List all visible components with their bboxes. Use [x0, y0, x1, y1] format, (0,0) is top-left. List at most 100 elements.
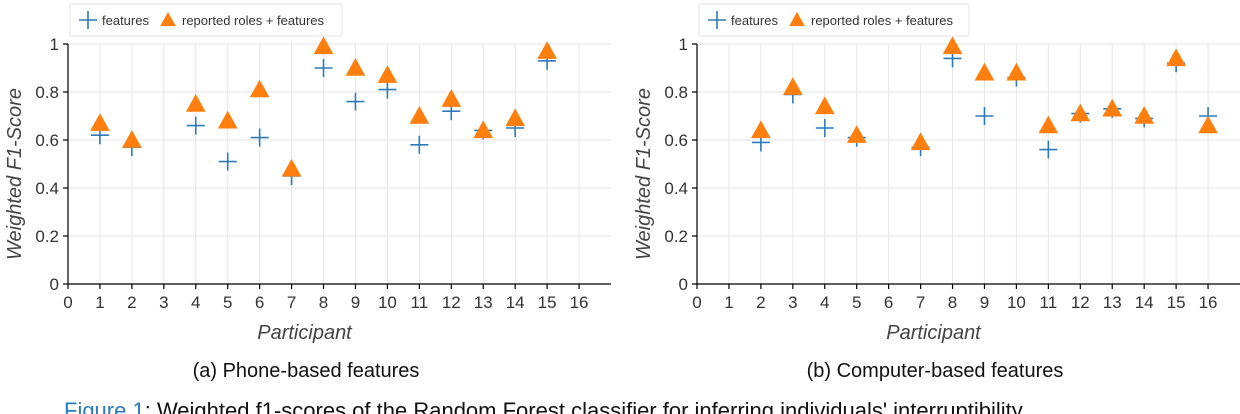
x-tick-label: 8: [319, 293, 328, 312]
legend: features reported roles + features: [698, 3, 970, 37]
reported-roles-point: [313, 36, 334, 55]
features-point: [975, 107, 994, 125]
y-axis-title: Weighted F1-Score: [633, 88, 655, 260]
legend-label: features: [102, 13, 149, 28]
y-tick-label: 0.2: [664, 227, 688, 246]
x-tick-label: 12: [442, 293, 461, 312]
reported-roles-point: [505, 108, 526, 127]
x-tick-label: 13: [1103, 293, 1122, 312]
x-tick-label: 15: [538, 293, 557, 312]
x-tick-label: 8: [948, 293, 957, 312]
reported-roles-point: [942, 36, 963, 55]
figure-caption-label: Figure 1: [64, 398, 145, 414]
reported-roles-point: [281, 158, 302, 177]
x-tick-label: 15: [1167, 293, 1186, 312]
x-tick-label: 6: [884, 293, 893, 312]
reported-roles-point: [90, 113, 110, 131]
reported-roles-point: [1134, 105, 1155, 124]
x-tick-label: 14: [1135, 293, 1154, 312]
legend-plus-icon: [79, 11, 97, 29]
features-point: [1039, 140, 1058, 159]
legend-box: [698, 3, 970, 37]
legend-box: [69, 3, 343, 37]
legend-label: reported roles + features: [182, 13, 324, 28]
features-point: [378, 80, 397, 99]
legend-label: reported roles + features: [811, 13, 953, 28]
features-point: [186, 116, 205, 135]
reported-roles-point: [409, 105, 430, 124]
y-tick-label: 0: [50, 275, 59, 294]
x-tick-label: 13: [474, 293, 493, 312]
x-tick-label: 4: [820, 293, 829, 312]
reported-roles-point: [751, 120, 771, 139]
features-point: [250, 128, 269, 147]
reported-roles-point: [782, 77, 803, 95]
x-tick-label: 16: [1199, 293, 1218, 312]
y-axis-title: Weighted F1-Score: [4, 88, 26, 260]
reported-roles-point: [1198, 115, 1218, 134]
y-tick-label: 0.2: [35, 227, 59, 246]
y-tick-label: 0.6: [35, 131, 59, 150]
x-tick-label: 1: [95, 293, 104, 312]
features-point: [410, 135, 429, 154]
reported-roles-point: [1070, 103, 1091, 122]
reported-roles-point: [814, 96, 835, 115]
x-axis-title: Participant: [886, 322, 982, 344]
x-tick-label: 2: [127, 293, 136, 312]
reported-roles-point: [1006, 62, 1027, 81]
x-tick-label: 12: [1071, 293, 1090, 312]
chart-panel-computer: 00.20.40.60.810 1 2 3 4 5 6 7 8 9 10 11 12 13 14 15 16Pa…: [633, 3, 1240, 344]
legend-triangle-icon: [160, 11, 176, 27]
y-tick-label: 0: [679, 275, 688, 294]
reported-roles-point: [537, 41, 557, 59]
x-axis-title: Participant: [257, 322, 353, 344]
y-tick-label: 1: [679, 35, 688, 54]
x-tick-label: 7: [287, 293, 296, 312]
reported-roles-point: [185, 93, 206, 112]
subcaption-a: (a) Phone-based features: [193, 360, 420, 382]
reported-roles-point: [1038, 115, 1059, 134]
x-tick-label: 0: [63, 293, 72, 312]
x-tick-label: 1: [724, 293, 733, 312]
reported-roles-point: [1102, 98, 1123, 117]
reported-roles-point: [1166, 48, 1186, 67]
reported-roles-point: [249, 79, 270, 98]
features-point: [815, 119, 834, 137]
figure-caption-text: : Weighted f1-scores of the Random Fores…: [145, 398, 1023, 414]
x-tick-label: 5: [223, 293, 232, 312]
y-tick-label: 0.4: [664, 179, 688, 198]
features-point: [314, 59, 333, 77]
x-tick-label: 3: [159, 293, 168, 312]
y-tick-label: 0.8: [35, 83, 59, 102]
y-tick-label: 1: [50, 35, 59, 54]
x-tick-label: 9: [351, 293, 360, 312]
x-tick-label: 10: [1007, 293, 1026, 312]
reported-roles-point: [345, 57, 366, 76]
chart-panel-phone: 00.20.40.60.810 1 2 3 4 5 6 7 8 9 10 11 12 13 14 15 16Pa…: [4, 3, 611, 344]
x-tick-label: 3: [788, 293, 797, 312]
x-tick-label: 7: [916, 293, 925, 312]
x-tick-label: 11: [411, 293, 429, 312]
legend-triangle-icon: [789, 11, 805, 27]
reported-roles-point: [441, 89, 462, 107]
reported-roles-point: [974, 62, 995, 81]
reported-roles-point: [910, 132, 931, 151]
x-tick-label: 5: [852, 293, 861, 312]
figure-caption: Figure 1: Weighted f1-scores of the Rand…: [64, 398, 1023, 414]
reported-roles-point: [217, 110, 238, 129]
x-tick-label: 14: [506, 293, 525, 312]
features-point: [346, 92, 365, 111]
x-tick-label: 9: [980, 293, 989, 312]
x-tick-label: 6: [255, 293, 264, 312]
y-tick-label: 0.6: [664, 131, 688, 150]
reported-roles-point: [473, 120, 494, 139]
reported-roles-point: [846, 125, 867, 143]
legend-plus-icon: [708, 11, 726, 29]
y-tick-label: 0.4: [35, 179, 59, 198]
reported-roles-point: [122, 129, 142, 148]
x-tick-label: 2: [756, 293, 765, 312]
legend-label: features: [731, 13, 778, 28]
x-tick-label: 10: [378, 293, 397, 312]
subcaption-b: (b) Computer-based features: [807, 360, 1064, 382]
x-tick-label: 11: [1040, 293, 1058, 312]
